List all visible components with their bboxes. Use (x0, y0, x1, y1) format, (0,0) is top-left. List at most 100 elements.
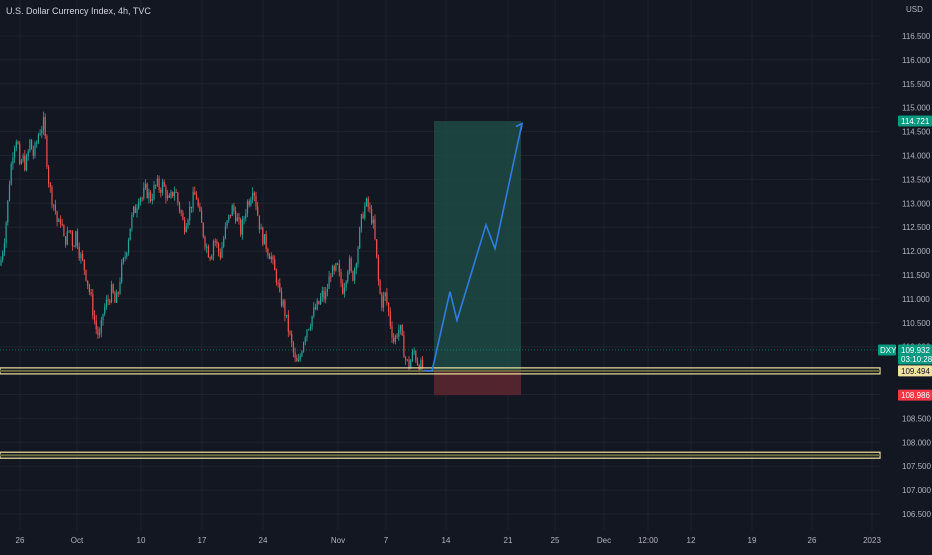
price-label-text: 109.932 (901, 346, 930, 355)
candle-down (158, 178, 160, 190)
candle-up (347, 271, 349, 282)
candle-up (221, 246, 223, 258)
candle-down (391, 325, 393, 338)
x-tick-label: 24 (259, 536, 268, 545)
x-tick-label: 26 (808, 536, 817, 545)
candle-down (63, 225, 65, 237)
candle-up (384, 292, 386, 297)
candle-down (269, 255, 271, 260)
candle-down (257, 206, 259, 216)
candle-down (90, 292, 92, 295)
candle-down (422, 360, 424, 368)
candle-down (204, 236, 206, 248)
candle-up (252, 192, 254, 200)
candle-up (29, 139, 31, 152)
candle-down (109, 301, 111, 303)
candle-up (58, 219, 60, 222)
candle-up (131, 214, 133, 229)
candle-down (371, 209, 373, 224)
candle-up (228, 214, 230, 221)
candle-down (362, 214, 364, 219)
price-label-bg (898, 344, 932, 365)
candle-down (330, 276, 332, 278)
candle-down (240, 219, 242, 235)
candle-up (27, 151, 29, 157)
x-tick-label: 26 (16, 536, 25, 545)
time-axis[interactable]: 26 Oct 10 17 24 Nov 7 14 21 25 Dec 12:00 12 19 26 2023 (16, 536, 882, 545)
candle-down (294, 352, 296, 358)
candle-down (318, 301, 320, 305)
candle-down (248, 201, 250, 206)
candle-up (73, 245, 75, 247)
candle-up (99, 332, 101, 335)
position-zones (434, 121, 521, 396)
candle-up (5, 222, 7, 244)
candle-down (415, 351, 417, 361)
candle-up (122, 258, 124, 263)
candle-down (78, 246, 80, 259)
candle-up (139, 198, 141, 202)
candle-down (180, 210, 182, 213)
x-tick-label: 19 (748, 536, 757, 545)
candle-up (357, 248, 359, 264)
candle-up (138, 201, 140, 209)
candle-down (289, 331, 291, 334)
candle-up (144, 183, 147, 188)
price-label-countdown: 03:10:28 (901, 355, 932, 364)
candle-up (129, 228, 131, 241)
candle-down (48, 167, 50, 184)
candle-up (321, 290, 323, 297)
candle-down (141, 198, 143, 200)
candle-down (338, 264, 340, 272)
candle-up (53, 204, 55, 206)
candle-down (369, 206, 371, 210)
candle-up (313, 307, 315, 316)
candle-down (403, 335, 405, 358)
candle-down (61, 223, 63, 226)
candle-up (119, 281, 121, 294)
candle-down (51, 187, 53, 206)
candle-up (345, 281, 347, 288)
y-tick-label: 113.500 (902, 175, 931, 184)
symbol-tag: DXY (880, 346, 897, 355)
candle-down (389, 311, 391, 326)
candle-up (331, 266, 334, 277)
candle-down (134, 206, 136, 213)
candle-down (150, 192, 152, 201)
candle-down (262, 227, 264, 245)
candle-down (175, 191, 177, 193)
candle-down (49, 183, 51, 188)
candle-up (143, 187, 145, 199)
candle-down (279, 283, 281, 292)
y-tick-label: 107.500 (902, 462, 931, 471)
candle-up (394, 335, 396, 342)
candle-down (393, 337, 395, 342)
candle-up (173, 191, 175, 197)
price-label-text: 109.494 (901, 367, 930, 376)
candle-up (148, 192, 150, 199)
candle-down (195, 194, 198, 200)
candle-down (277, 282, 279, 284)
candle-down (93, 315, 96, 321)
candle-up (151, 198, 153, 201)
candle-up (413, 351, 415, 353)
candle-down (107, 299, 109, 302)
candle-down (44, 116, 46, 136)
candle-up (42, 116, 45, 131)
candle-up (223, 238, 225, 247)
price-axis[interactable]: 116.500 116.000 115.500 115.000 114.500 114.0… (902, 5, 931, 519)
candle-up (355, 263, 357, 269)
candle-up (320, 296, 322, 305)
projection-layer (423, 122, 524, 372)
candle-down (287, 314, 289, 332)
candle-up (359, 227, 361, 249)
chart-title: U.S. Dollar Currency Index, 4h, TVC (6, 6, 151, 16)
candle-up (66, 231, 68, 245)
candle-up (236, 217, 238, 222)
x-tick-label: 25 (551, 536, 560, 545)
candle-up (124, 256, 126, 259)
x-tick-label: 21 (504, 536, 513, 545)
x-tick-label: Dec (597, 536, 611, 545)
